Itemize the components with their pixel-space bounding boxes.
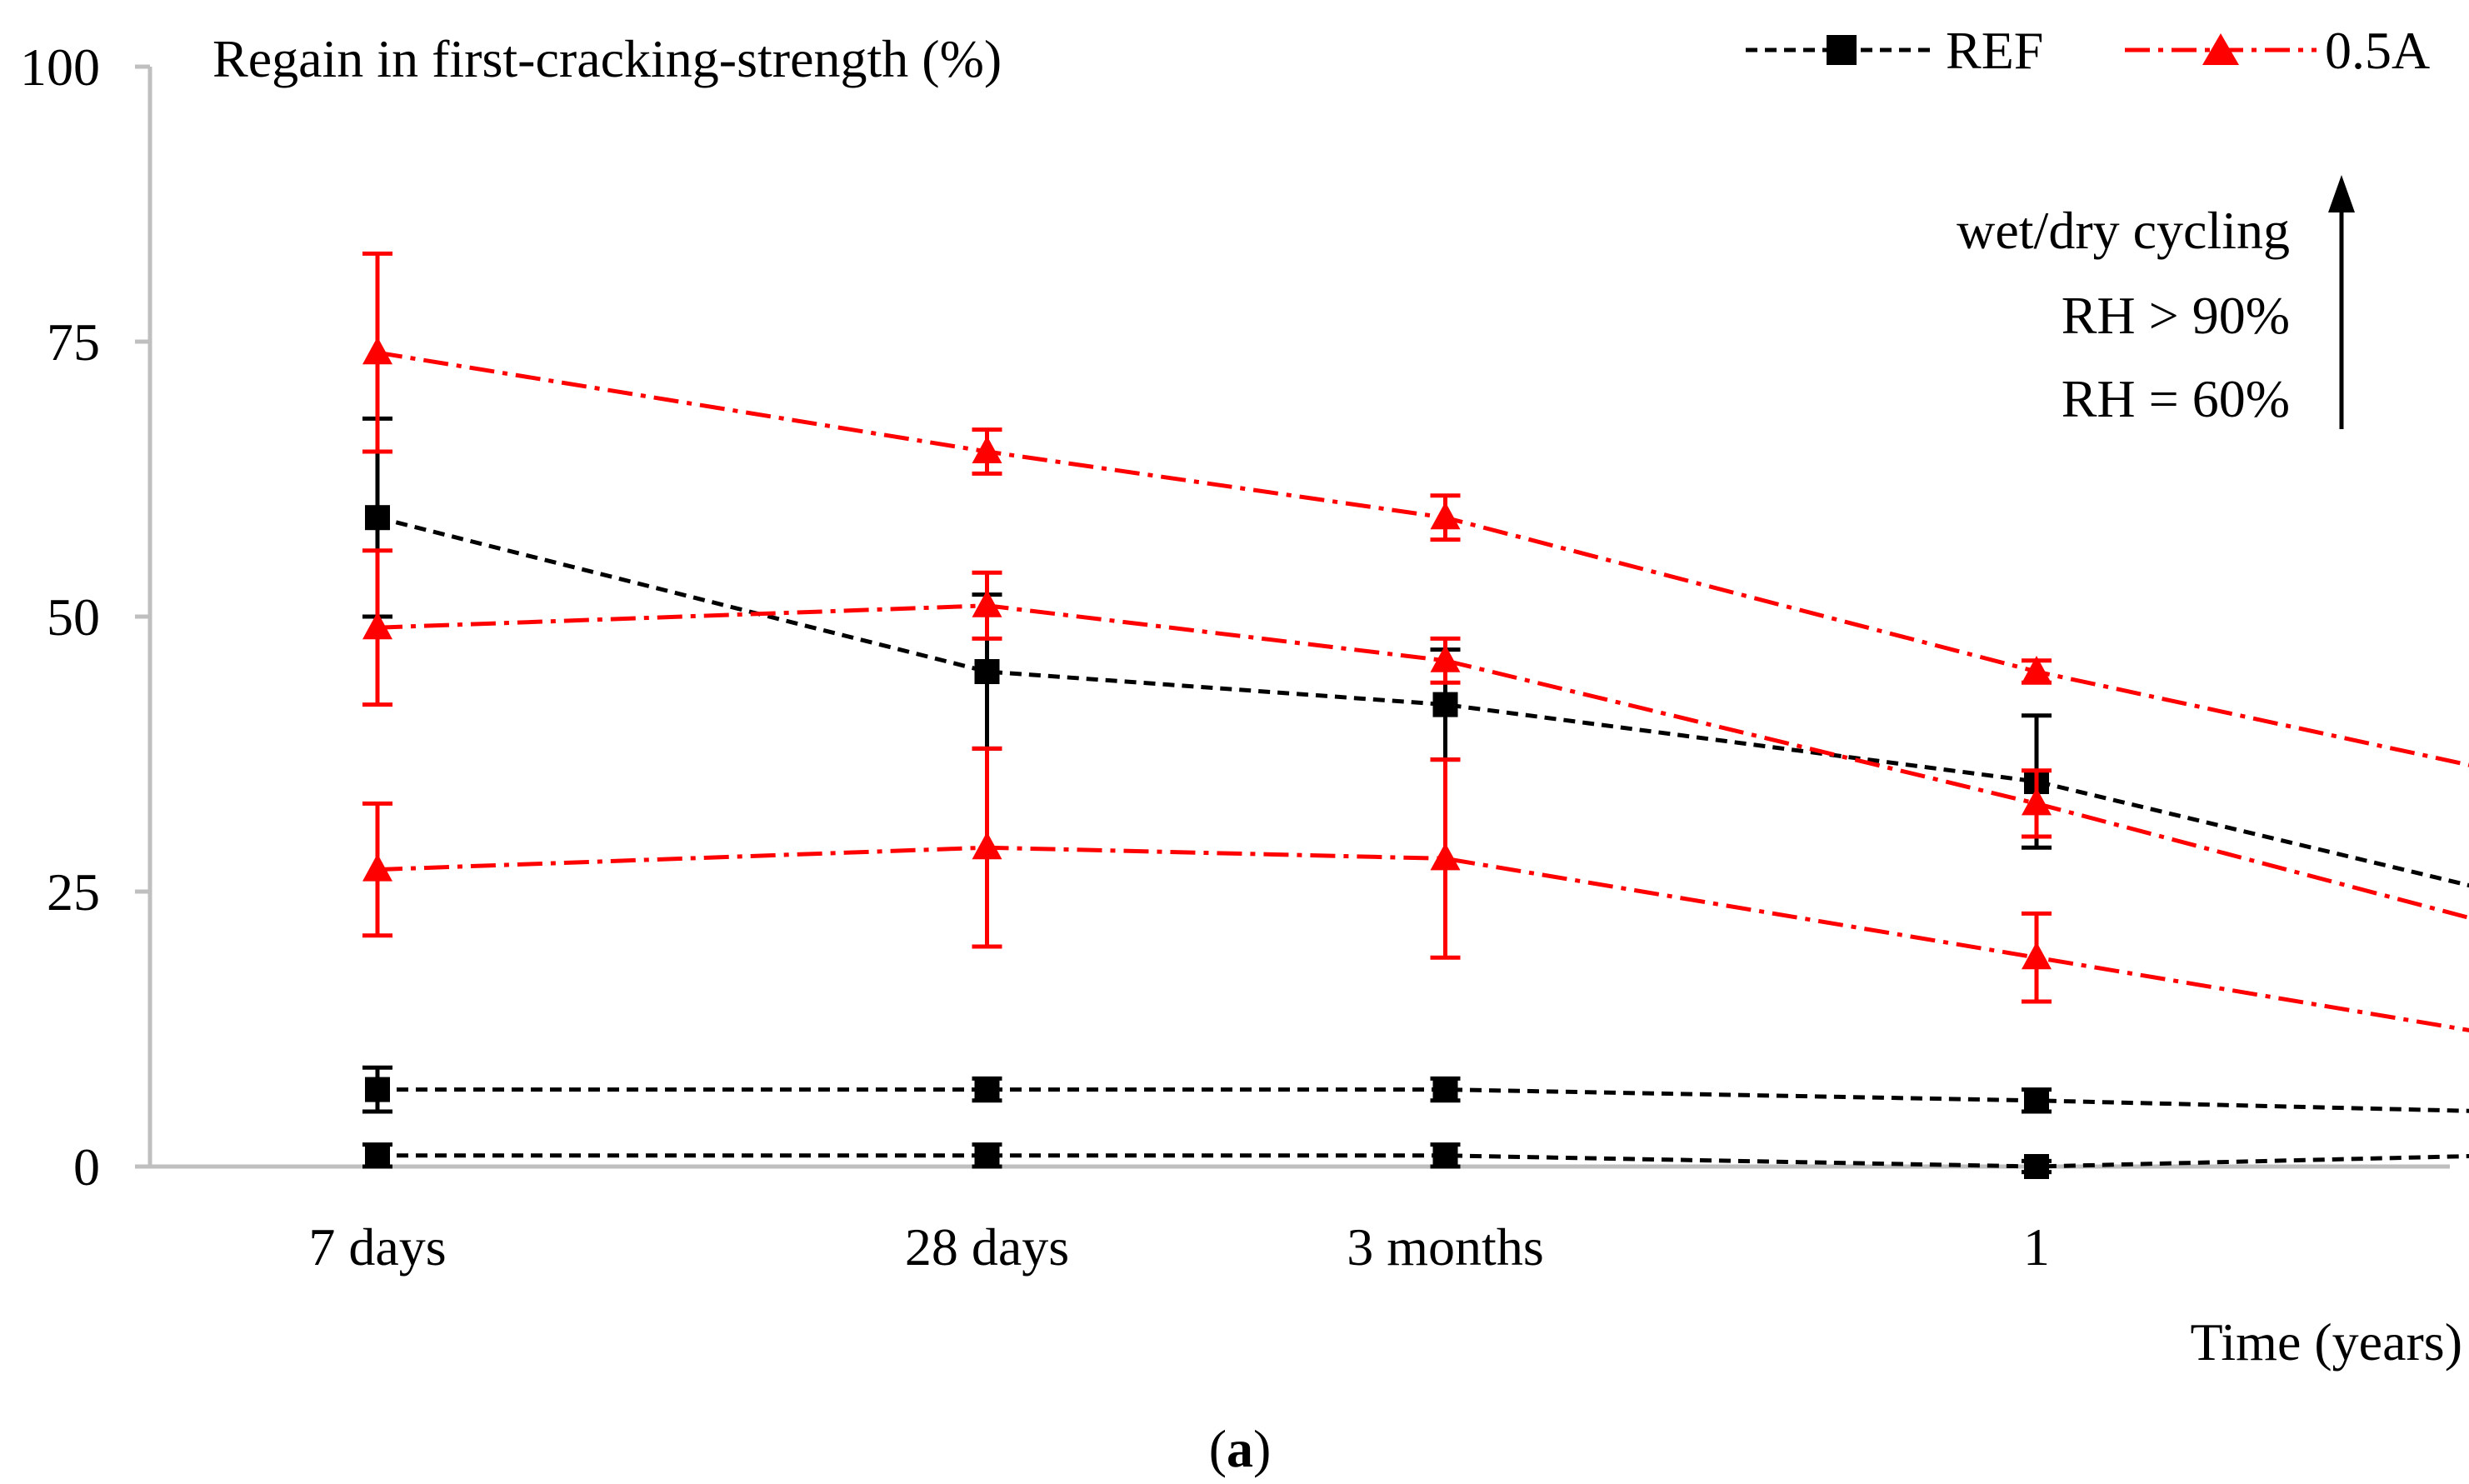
data-point — [362, 612, 392, 640]
data-point — [972, 589, 1002, 617]
data-point — [365, 1142, 390, 1168]
y-tick-label: 100 — [20, 37, 100, 97]
data-point — [974, 1142, 1000, 1168]
annotation-rh-90: RH > 90% — [2062, 286, 2290, 345]
condition-annotation: wet/dry cycling RH > 90% RH = 60% — [1957, 175, 2355, 429]
data-point — [1430, 644, 1461, 672]
data-point — [1430, 842, 1461, 871]
data-point — [2022, 656, 2052, 683]
series-layer — [362, 251, 2469, 1179]
data-point — [2022, 787, 2052, 816]
y-tick-label: 0 — [73, 1137, 100, 1197]
y-tick-label: 50 — [47, 587, 100, 647]
data-point — [972, 832, 1002, 860]
data-point — [2022, 942, 2052, 970]
legend-ref-marker — [1827, 35, 1857, 65]
x-tick-label: 28 days — [905, 1217, 1069, 1277]
series-ref-1 — [362, 1065, 2469, 1114]
series-05a-5 — [362, 746, 2469, 1032]
data-point — [2024, 1087, 2049, 1113]
data-point — [2024, 1154, 2049, 1179]
series-line — [377, 515, 2469, 888]
annotation-rh-60: RH = 60% — [2062, 369, 2290, 428]
x-tick-label: 3 months — [1347, 1217, 1543, 1277]
legend-05a-marker — [2202, 33, 2239, 65]
legend: REF 0.5A — [1746, 21, 2430, 80]
x-tick-label: 7 days — [308, 1217, 446, 1277]
data-point — [974, 1077, 1000, 1102]
series-line — [377, 350, 2469, 767]
series-line — [377, 1087, 2469, 1113]
data-point — [1432, 1077, 1458, 1102]
data-point — [362, 853, 392, 882]
data-point — [362, 337, 392, 365]
series-05a-3 — [362, 251, 2469, 767]
data-point — [1432, 692, 1458, 717]
data-point — [974, 659, 1000, 684]
x-axis-label: Time (years) — [2191, 1312, 2462, 1372]
data-point — [1430, 502, 1461, 530]
series-05a-4 — [362, 548, 2469, 921]
series-line — [377, 603, 2469, 921]
up-arrow-head-icon — [2328, 175, 2355, 212]
figure-caption: (a) — [1209, 1419, 1272, 1478]
caption-letter: a — [1227, 1419, 1253, 1478]
data-point — [1432, 1142, 1458, 1168]
legend-ref-label: REF — [1946, 21, 2043, 80]
y-tick-label: 25 — [47, 862, 100, 922]
caption-open: ( — [1209, 1419, 1227, 1478]
caption-close: ) — [1253, 1419, 1271, 1478]
y-ticks: 0 25 50 75 100 — [20, 37, 150, 1197]
chart-title: Regain in first-cracking-strength (%) — [212, 29, 1002, 88]
y-tick-label: 75 — [47, 312, 100, 372]
data-point — [365, 505, 390, 531]
series-ref-2 — [362, 1142, 2469, 1179]
legend-05a-label: 0.5A — [2325, 21, 2430, 80]
data-point — [972, 436, 1002, 463]
series-ref-0 — [362, 416, 2469, 888]
annotation-wet-dry: wet/dry cycling — [1957, 201, 2290, 260]
data-point — [365, 1077, 390, 1102]
x-tick-label: 1 — [2023, 1217, 2050, 1277]
